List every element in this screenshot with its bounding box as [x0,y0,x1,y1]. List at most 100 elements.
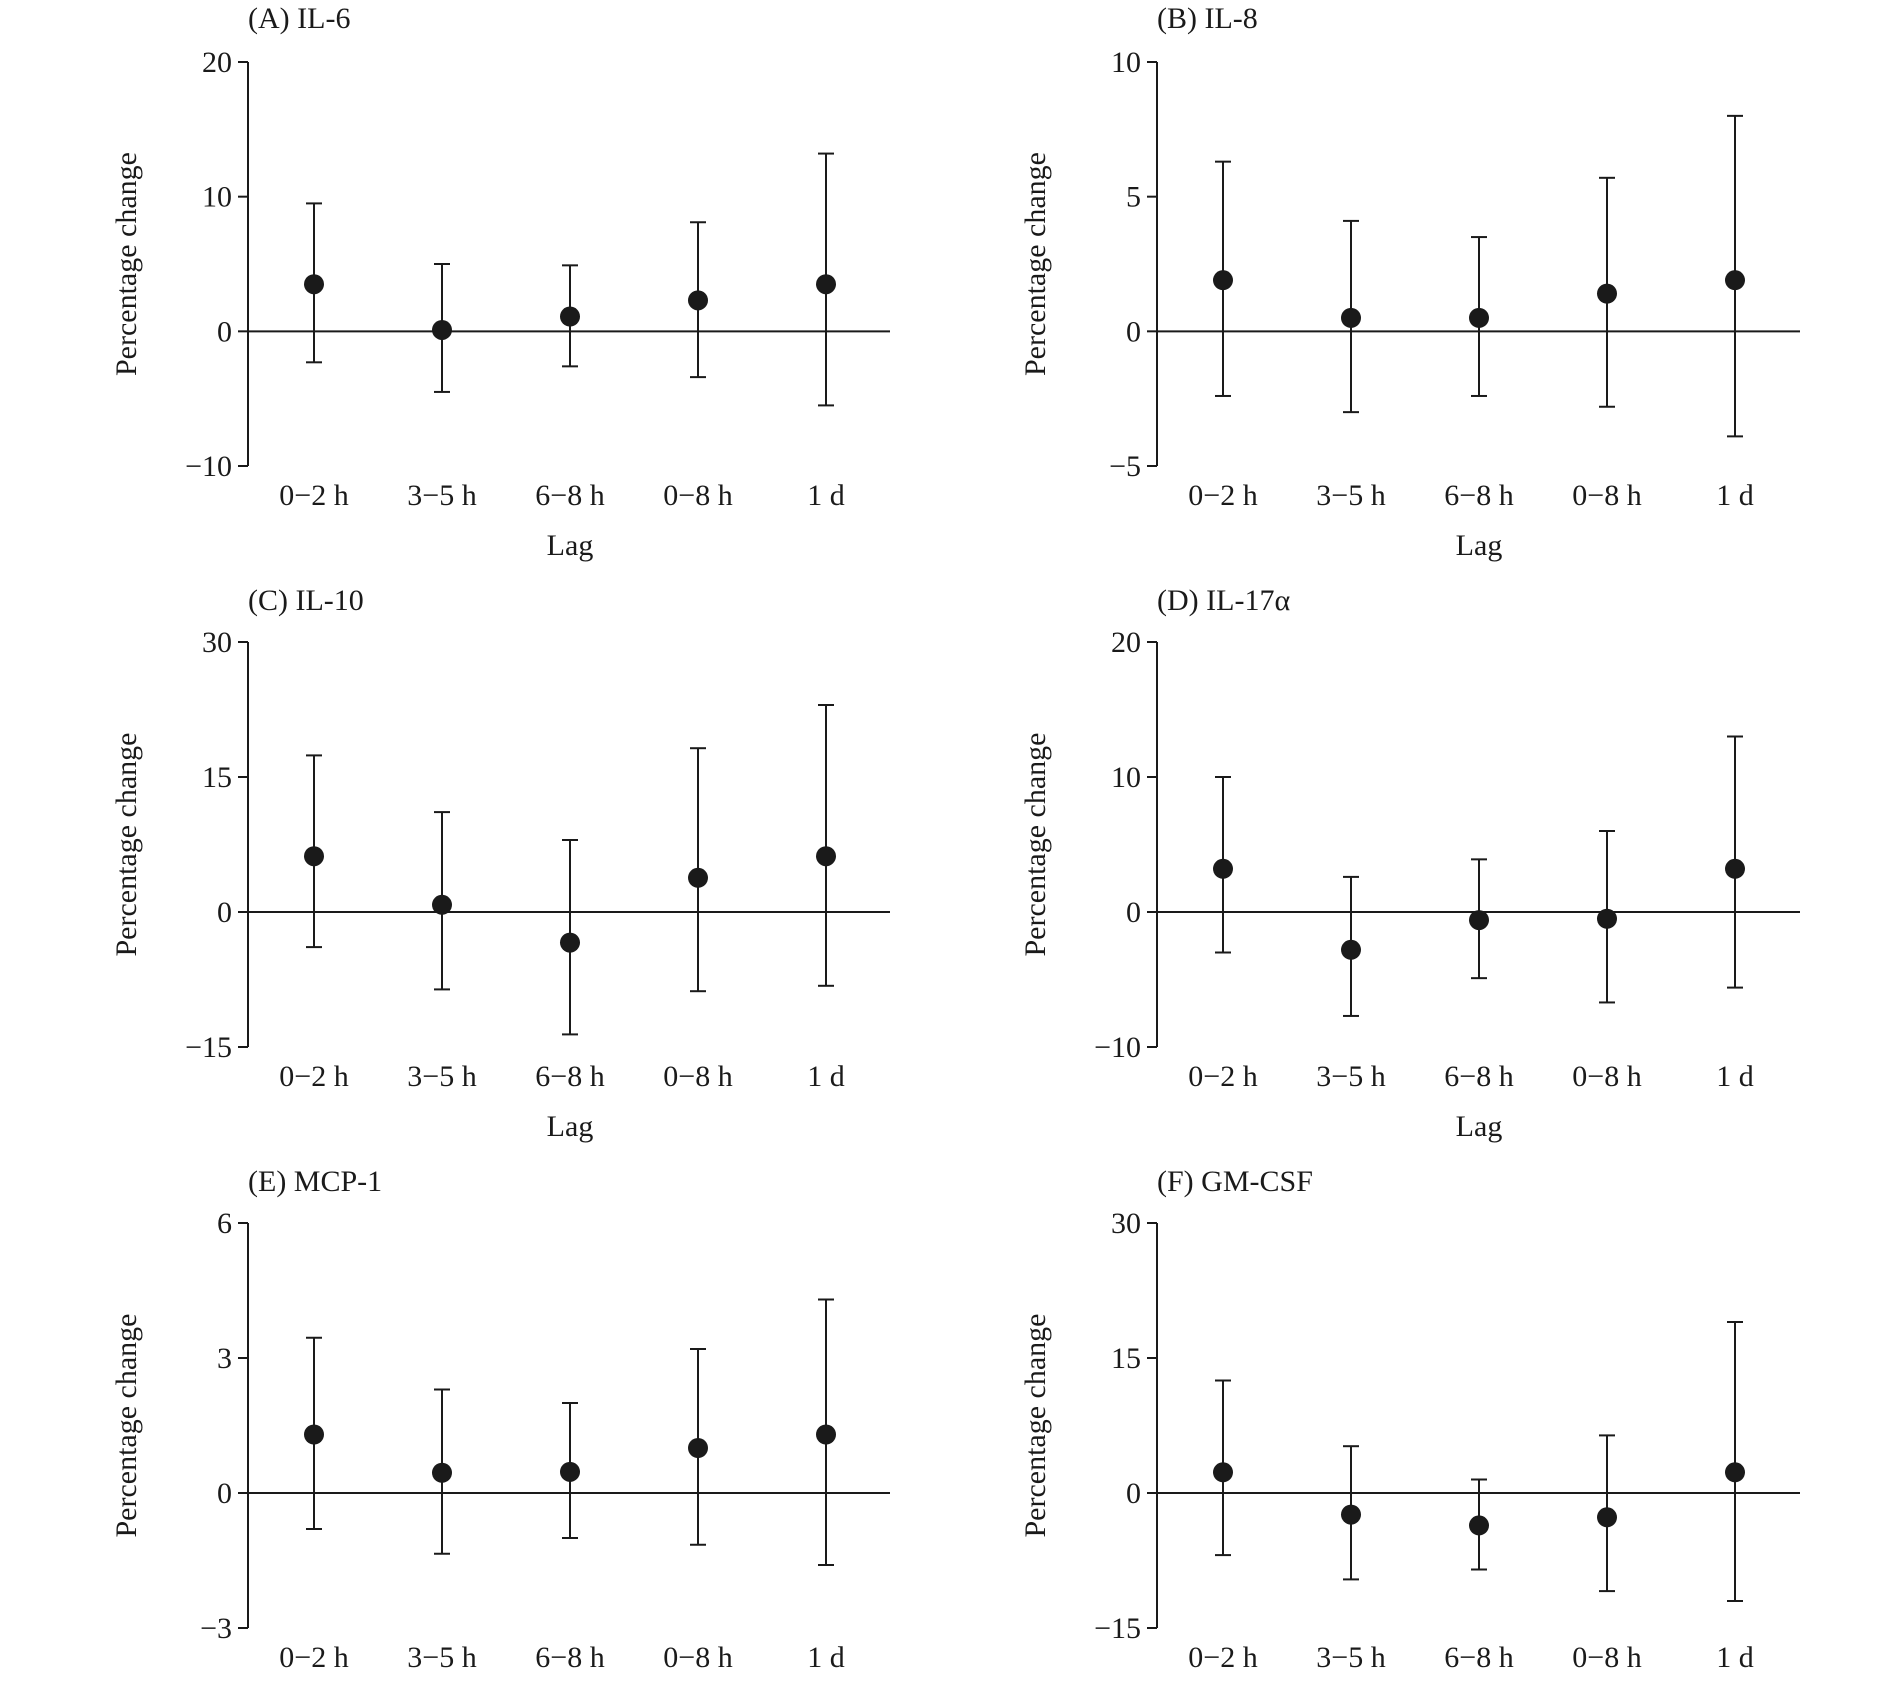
panel-title: (E) MCP-1 [248,1165,382,1198]
y-tick-label: 0 [1126,315,1141,348]
x-tick-label: 0−2 h [279,1641,348,1674]
x-tick-label: 0−2 h [279,1060,348,1093]
y-tick-label: 0 [217,1477,232,1510]
y-tick-label: −10 [185,450,232,483]
x-axis-label: Lag [547,1110,594,1143]
y-tick-label: 10 [202,181,232,214]
data-point [1597,908,1617,929]
x-tick-label: 3−5 h [1316,479,1385,512]
y-axis-label: Percentage change [1019,732,1052,956]
x-tick-label: 0−8 h [1572,1641,1641,1674]
data-point [560,306,580,327]
y-tick-label: 5 [1126,181,1141,214]
data-point [1341,1504,1361,1525]
chart-panel-d: (D) IL-17α −10 0 10 20 Percentage change 0−2 h… [1019,584,1800,1143]
data-point [560,1461,580,1482]
data-point [1213,270,1233,291]
x-tick-label: 0−2 h [1188,1641,1257,1674]
x-tick-label: 6−8 h [535,479,604,512]
chart-panel-b: (B) IL-8 −5 0 5 10 Percentage change 0−2 h 3−5 … [1019,2,1800,562]
data-point [304,1424,324,1445]
x-tick-label: 6−8 h [535,1060,604,1093]
y-tick-label: 20 [1111,626,1141,659]
x-tick-label: 3−5 h [1316,1641,1385,1674]
y-tick-label: 15 [1111,1342,1141,1375]
data-point [1213,858,1233,879]
data-point [688,1438,708,1458]
data-point [1469,1515,1489,1536]
y-tick-label: 0 [1126,896,1141,929]
data-point [1597,1507,1617,1528]
x-tick-label: 6−8 h [1444,479,1513,512]
y-axis-label: Percentage change [1019,152,1052,376]
x-tick-label: 0−2 h [1188,1060,1257,1093]
x-tick-label: 0−8 h [1572,1060,1641,1093]
data-point [1725,858,1745,879]
data-point [304,274,324,295]
data-point [816,1424,836,1445]
x-tick-label: 0−8 h [663,1060,732,1093]
data-point [688,290,708,311]
x-tick-label: 3−5 h [407,1641,476,1674]
chart-panel-a: (A) IL-6 −10 0 10 20 Percentage change 0−2 h 3−… [110,2,890,562]
x-tick-label: 6−8 h [535,1641,604,1674]
data-point [1341,307,1361,328]
y-tick-label: 0 [1126,1477,1141,1510]
x-axis-label: Lag [1456,1691,1503,1693]
y-tick-label: 30 [1111,1207,1141,1240]
data-point [1597,283,1617,304]
x-tick-label: 1 d [1716,1641,1754,1674]
x-tick-label: 0−2 h [1188,479,1257,512]
data-point [688,867,708,888]
data-point [1469,307,1489,328]
chart-panel-c: (C) IL-10 −15 0 15 30 Percentage change 0−2 h 3… [110,584,890,1143]
y-tick-label: −15 [185,1031,232,1064]
x-tick-label: 0−8 h [663,479,732,512]
data-point [432,894,452,915]
y-tick-label: 3 [217,1342,232,1375]
data-point [1725,1462,1745,1483]
x-tick-label: 3−5 h [1316,1060,1385,1093]
y-tick-label: −5 [1109,450,1141,483]
panel-title: (B) IL-8 [1157,2,1258,35]
panel-title: (F) GM-CSF [1157,1165,1313,1198]
y-tick-label: 10 [1111,761,1141,794]
y-tick-label: 10 [1111,46,1141,79]
data-point [1725,270,1745,291]
x-tick-label: 1 d [1716,1060,1754,1093]
x-tick-label: 1 d [807,479,845,512]
y-axis-label: Percentage change [110,152,143,376]
x-tick-label: 6−8 h [1444,1060,1513,1093]
x-tick-label: 3−5 h [407,1060,476,1093]
x-axis-label: Lag [1456,529,1503,562]
x-tick-label: 1 d [807,1641,845,1674]
data-point [304,846,324,867]
panel-title: (A) IL-6 [248,2,350,35]
y-tick-label: 20 [202,46,232,79]
panel-title: (D) IL-17α [1157,584,1290,617]
x-tick-label: 0−8 h [1572,479,1641,512]
x-axis-label: Lag [547,1691,594,1693]
data-point [1341,939,1361,960]
x-tick-label: 6−8 h [1444,1641,1513,1674]
data-point [816,846,836,867]
x-tick-label: 0−8 h [663,1641,732,1674]
data-point [432,1462,452,1483]
x-tick-label: 1 d [807,1060,845,1093]
y-axis-label: Percentage change [110,1313,143,1537]
y-axis-label: Percentage change [110,732,143,956]
chart-panel-f: (F) GM-CSF −15 0 15 30 Percentage change 0−2 h… [1019,1165,1800,1693]
x-tick-label: 3−5 h [407,479,476,512]
data-point [816,274,836,295]
x-axis-label: Lag [547,529,594,562]
y-tick-label: −3 [200,1612,232,1645]
x-tick-label: 1 d [1716,479,1754,512]
x-axis-label: Lag [1456,1110,1503,1143]
data-point [1213,1462,1233,1483]
panel-title: (C) IL-10 [248,584,364,617]
y-tick-label: 30 [202,626,232,659]
y-tick-label: 0 [217,315,232,348]
y-tick-label: 0 [217,896,232,929]
y-axis-label: Percentage change [1019,1313,1052,1537]
